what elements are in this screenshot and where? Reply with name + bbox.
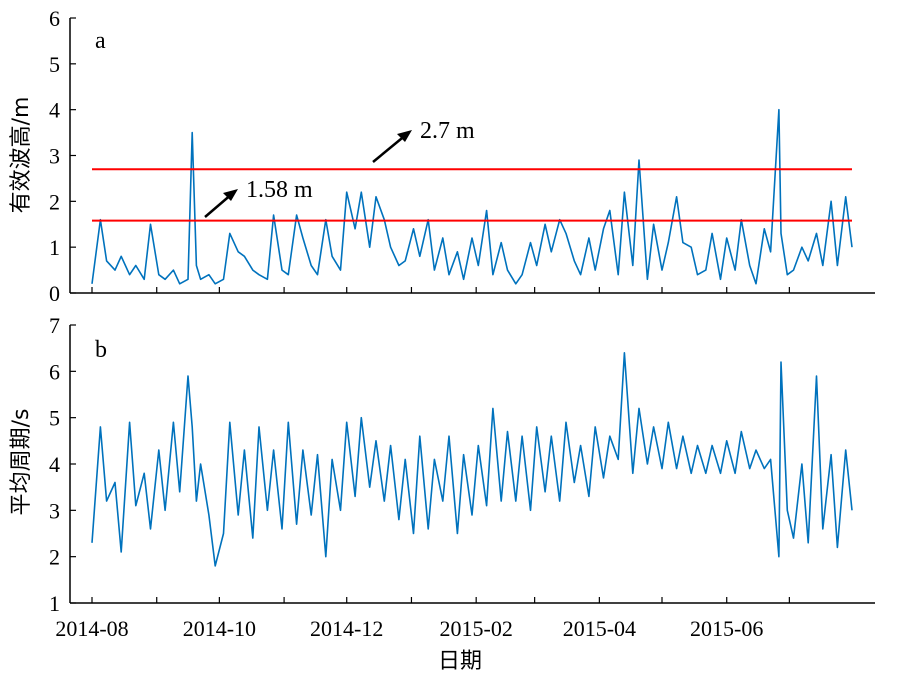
x-tick-label: 2014-08 <box>55 616 128 641</box>
panel-a-series <box>91 108 853 285</box>
panel-b-x-ticks <box>91 597 790 603</box>
y-tick-label: 0 <box>49 281 60 306</box>
y-tick-label: 2 <box>49 545 60 570</box>
y-tick-label: 5 <box>49 52 60 77</box>
y-tick-label: 6 <box>49 6 60 31</box>
y-tick-label: 5 <box>49 406 60 431</box>
panel-a-y-axis-title: 有效波高/m <box>9 97 34 214</box>
panel-a-x-ticks <box>91 287 790 293</box>
annotation-upper-text: 2.7 m <box>420 118 475 144</box>
x-tick-label: 2014-12 <box>310 616 383 641</box>
x-tick-label: 2015-06 <box>690 616 763 641</box>
y-tick-label: 7 <box>49 313 60 338</box>
panel-b: 1 2 3 4 5 6 7 b 平均周期/s <box>9 313 875 616</box>
x-tick-label: 2015-02 <box>440 616 513 641</box>
y-tick-label: 4 <box>49 98 60 123</box>
y-tick-label: 3 <box>49 498 60 523</box>
x-tick-label: 2014-10 <box>183 616 256 641</box>
x-axis-title: 日期 <box>438 649 482 674</box>
panel-b-y-ticks: 1 2 3 4 5 6 7 <box>49 313 76 616</box>
y-tick-label: 1 <box>49 591 60 616</box>
panel-a: 0 1 2 3 4 5 6 a 有效波高/m 2.7 m 1.58 m <box>9 6 875 306</box>
annotation-lower: 1.58 m <box>204 177 313 218</box>
y-tick-label: 4 <box>49 452 60 477</box>
panel-b-label: b <box>95 337 107 363</box>
panel-b-y-axis-title: 平均周期/s <box>9 409 34 516</box>
y-tick-label: 6 <box>49 359 60 384</box>
panel-a-threshold-lines <box>92 168 852 222</box>
panel-b-series <box>91 351 853 567</box>
annotation-upper-arrow <box>372 133 408 163</box>
series-line <box>91 108 853 285</box>
arrowhead-upper-icon <box>397 130 412 142</box>
annotation-upper: 2.7 m <box>372 118 475 163</box>
x-tick-label: 2015-04 <box>563 616 636 641</box>
panel-a-y-ticks: 0 1 2 3 4 5 6 <box>49 6 76 306</box>
series-line <box>91 351 853 567</box>
x-axis-tick-labels: 2014-08 2014-10 2014-12 2015-02 2015-04 2015-… <box>55 616 763 641</box>
annotation-lower-text: 1.58 m <box>246 177 313 203</box>
y-tick-label: 2 <box>49 189 60 214</box>
panel-a-label: a <box>95 28 106 54</box>
arrowhead-lower-icon <box>223 189 238 201</box>
y-tick-label: 1 <box>49 235 60 260</box>
y-tick-label: 3 <box>49 144 60 169</box>
